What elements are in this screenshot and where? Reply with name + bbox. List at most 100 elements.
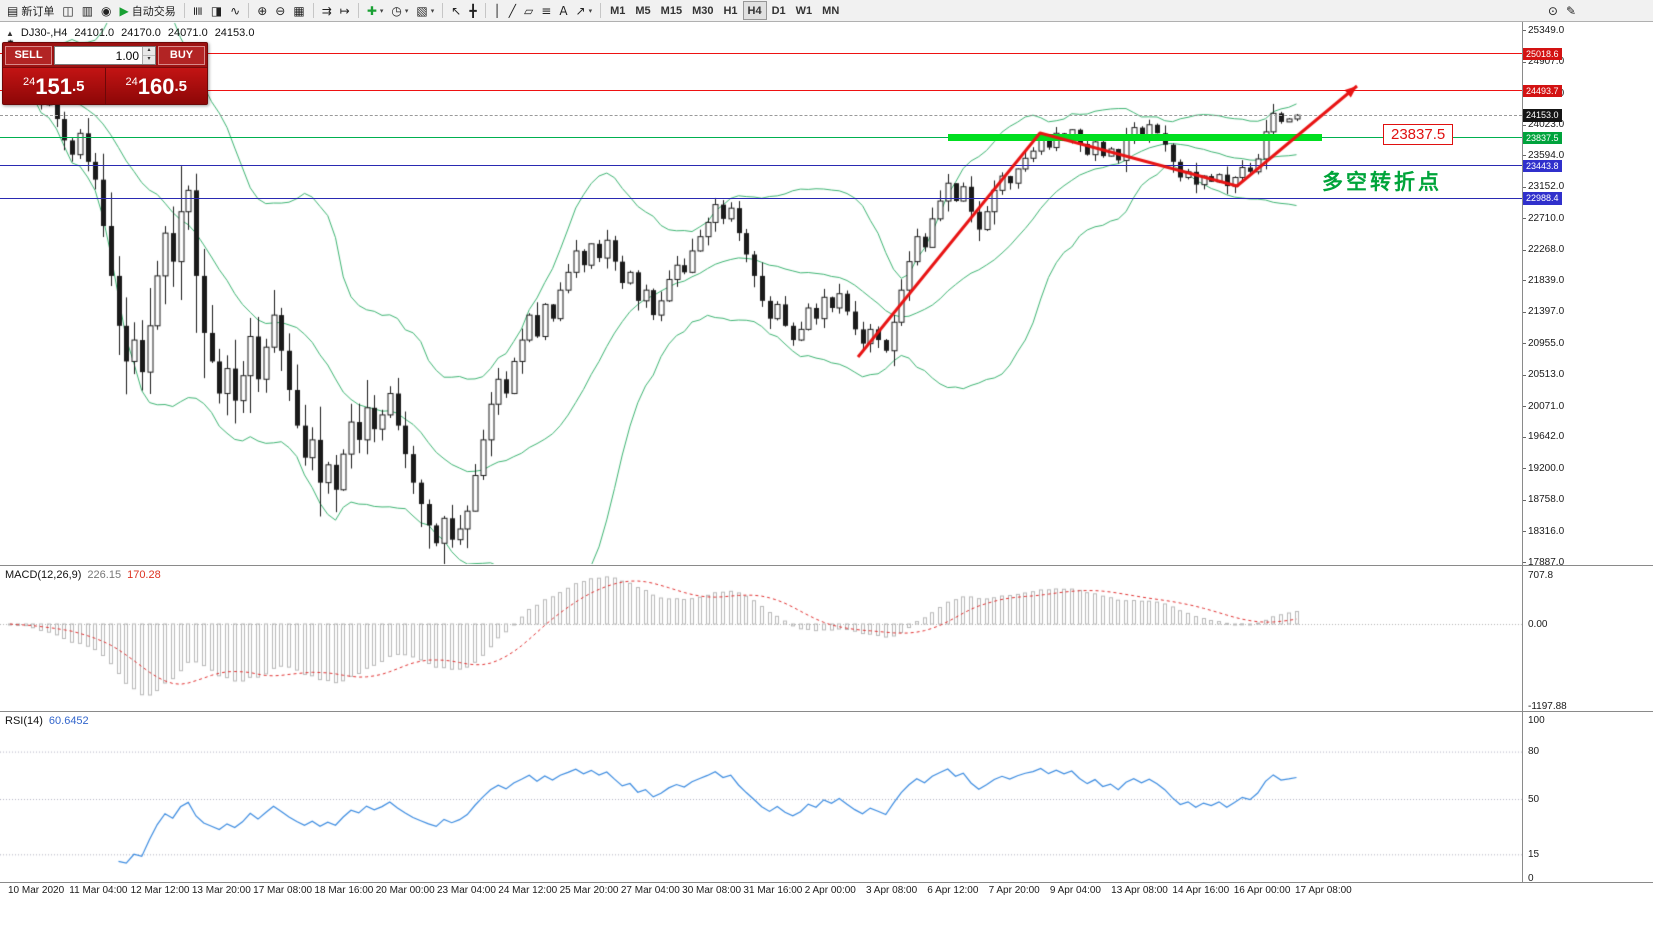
toolbar-group: ✚ ▾ ◷ ▾ ▧ ▾ xyxy=(363,1,438,20)
price-tick-label: 20513.0 xyxy=(1528,369,1565,381)
pivot-zone-zone[interactable] xyxy=(948,134,1322,142)
buy-price-frac: .5 xyxy=(174,77,187,95)
open-value: 24101.0 xyxy=(74,27,115,39)
date-axis-label: 10 Mar 2020 xyxy=(8,885,65,896)
price-tick-label: 23152.0 xyxy=(1528,181,1565,193)
pivot-point-note[interactable]: 多空转折点 xyxy=(1322,171,1442,194)
profiles-button[interactable]: ▥ xyxy=(78,1,97,20)
price-tick-label: 19642.0 xyxy=(1528,431,1565,443)
zoom-out-button[interactable]: ⊖ xyxy=(271,1,289,20)
magnifier-button[interactable]: ⊙ xyxy=(1544,1,1562,20)
line-chart-icon: ∿ xyxy=(230,3,241,18)
timeframe-d1-button[interactable]: D1 xyxy=(767,1,791,20)
timeframe-m1-button[interactable]: M1 xyxy=(605,1,630,20)
fibonacci-icon: ≡ xyxy=(541,3,552,18)
high-value: 24170.0 xyxy=(121,27,161,39)
buy-price-big: 160 xyxy=(137,73,175,99)
toolbar-group: ⇉ ↦ xyxy=(318,1,354,20)
rsi-value: 60.6452 xyxy=(48,715,89,727)
one-click-trading-panel: SELL 1.00 ▴ ▾ BUY 24 151.5 24 160.5 xyxy=(2,42,208,105)
volume-value[interactable]: 1.00 xyxy=(115,48,139,63)
new-order-button[interactable]: ▤ 新订单 xyxy=(3,1,58,20)
price-tick-label: 21397.0 xyxy=(1528,306,1565,318)
date-axis-label: 24 Mar 12:00 xyxy=(498,885,558,896)
price-tick-label: 19200.0 xyxy=(1528,462,1565,474)
sell-price[interactable]: 24 151.5 xyxy=(3,68,105,104)
chart-shift-button[interactable]: ↦ xyxy=(336,1,354,20)
symbol-info-line: ▲ DJ30-,H4 24101.0 24170.0 24071.0 24153… xyxy=(6,27,254,39)
buy-price[interactable]: 24 160.5 xyxy=(105,68,207,104)
timeframe-h1-button[interactable]: H1 xyxy=(718,1,742,20)
price-tick-label: 22268.0 xyxy=(1528,244,1565,256)
current-price-line[interactable] xyxy=(0,114,1522,116)
support-2-line[interactable] xyxy=(0,197,1522,199)
pencil-tool-button[interactable]: ✎ xyxy=(1562,1,1580,20)
cursor-button[interactable]: ↖ xyxy=(447,1,465,20)
templates-button[interactable]: ▧ ▾ xyxy=(412,1,438,20)
resistance-2-line[interactable] xyxy=(0,90,1522,92)
rsi-scale-label: 100 xyxy=(1528,714,1545,726)
date-axis-label: 27 Mar 04:00 xyxy=(620,885,680,896)
alerts-button[interactable]: ◉ xyxy=(97,1,115,20)
chart-window-icon: ◫ xyxy=(62,3,74,18)
crosshair-button[interactable]: ╋ xyxy=(465,1,480,20)
zoom-in-button[interactable]: ⊕ xyxy=(253,1,271,20)
periods-icon: ◷ xyxy=(391,3,402,18)
price-tick-label: 18316.0 xyxy=(1528,525,1565,537)
chart-icon: ▲ xyxy=(6,28,14,38)
timeframe-w1-button[interactable]: W1 xyxy=(791,1,818,20)
price-tick-label: 22710.0 xyxy=(1528,212,1565,224)
toolbar-group: ↖ ╋ xyxy=(447,1,480,20)
buy-button[interactable]: BUY xyxy=(158,45,205,65)
dropdown-caret-icon: ▾ xyxy=(379,7,384,15)
sell-button[interactable]: SELL xyxy=(5,45,52,65)
date-axis-label: 12 Mar 12:00 xyxy=(130,885,190,896)
timeframe-mn-button[interactable]: MN xyxy=(817,1,844,20)
timeframe-m30-button[interactable]: M30 xyxy=(687,1,718,20)
toolbar-separator xyxy=(484,3,486,18)
sell-price-frac: .5 xyxy=(71,77,85,95)
volume-decrease-button[interactable]: ▾ xyxy=(143,55,155,64)
price-level-label[interactable]: 23837.5 xyxy=(1383,124,1454,145)
autotrading-button[interactable]: ▶ 自动交易 xyxy=(116,1,180,20)
support-1-line[interactable] xyxy=(0,165,1522,167)
date-axis-border xyxy=(0,882,1653,883)
channel-icon: ▱ xyxy=(524,3,534,18)
tile-windows-button[interactable]: ▦ xyxy=(289,1,308,20)
trade-controls-row: SELL 1.00 ▴ ▾ BUY xyxy=(3,43,207,67)
candlestick-chart-button[interactable]: ◨ xyxy=(207,1,226,20)
arrow-tools-button[interactable]: ↗ ▾ xyxy=(572,1,597,20)
bars-chart-button[interactable]: ≣ xyxy=(189,1,207,20)
crosshair-icon: ╋ xyxy=(469,3,477,18)
text-label-button[interactable]: A xyxy=(555,1,571,20)
toolbar-button-label: M30 xyxy=(692,4,714,17)
date-axis-label: 14 Apr 16:00 xyxy=(1172,885,1230,896)
indicators-button[interactable]: ✚ ▾ xyxy=(363,1,388,20)
magnifier-icon: ⊙ xyxy=(1547,3,1558,18)
periods-button[interactable]: ◷ ▾ xyxy=(387,1,412,20)
pane-separator-macd-rsi[interactable] xyxy=(0,711,1653,712)
timeframe-m5-button[interactable]: M5 xyxy=(630,1,655,20)
timeframe-m15-button[interactable]: M15 xyxy=(656,1,687,20)
macd-scale-label: 0.00 xyxy=(1528,618,1548,630)
channel-button[interactable]: ▱ xyxy=(520,1,537,20)
vertical-line-button[interactable]: │ xyxy=(490,1,505,20)
trendline-button[interactable]: ╱ xyxy=(505,1,520,20)
date-axis-label: 2 Apr 00:00 xyxy=(804,885,856,896)
auto-scroll-icon: ⇉ xyxy=(321,3,332,18)
volume-field[interactable]: 1.00 ▴ ▾ xyxy=(54,45,156,65)
resistance-1-price-badge: 25018.6 xyxy=(1523,47,1562,60)
line-chart-button[interactable]: ∿ xyxy=(226,1,244,20)
auto-scroll-button[interactable]: ⇉ xyxy=(318,1,336,20)
price-tick-label: 20955.0 xyxy=(1528,337,1565,349)
zoom-out-icon: ⊖ xyxy=(275,3,286,18)
date-axis-label: 20 Mar 00:00 xyxy=(375,885,435,896)
resistance-1-line[interactable] xyxy=(0,53,1522,55)
chart-window-button[interactable]: ◫ xyxy=(58,1,77,20)
volume-increase-button[interactable]: ▴ xyxy=(143,46,155,56)
fibonacci-button[interactable]: ≡ xyxy=(537,1,555,20)
text-label-icon: A xyxy=(559,3,568,18)
pane-separator-main-macd[interactable] xyxy=(0,565,1653,566)
timeframe-h4-button[interactable]: H4 xyxy=(742,1,767,20)
